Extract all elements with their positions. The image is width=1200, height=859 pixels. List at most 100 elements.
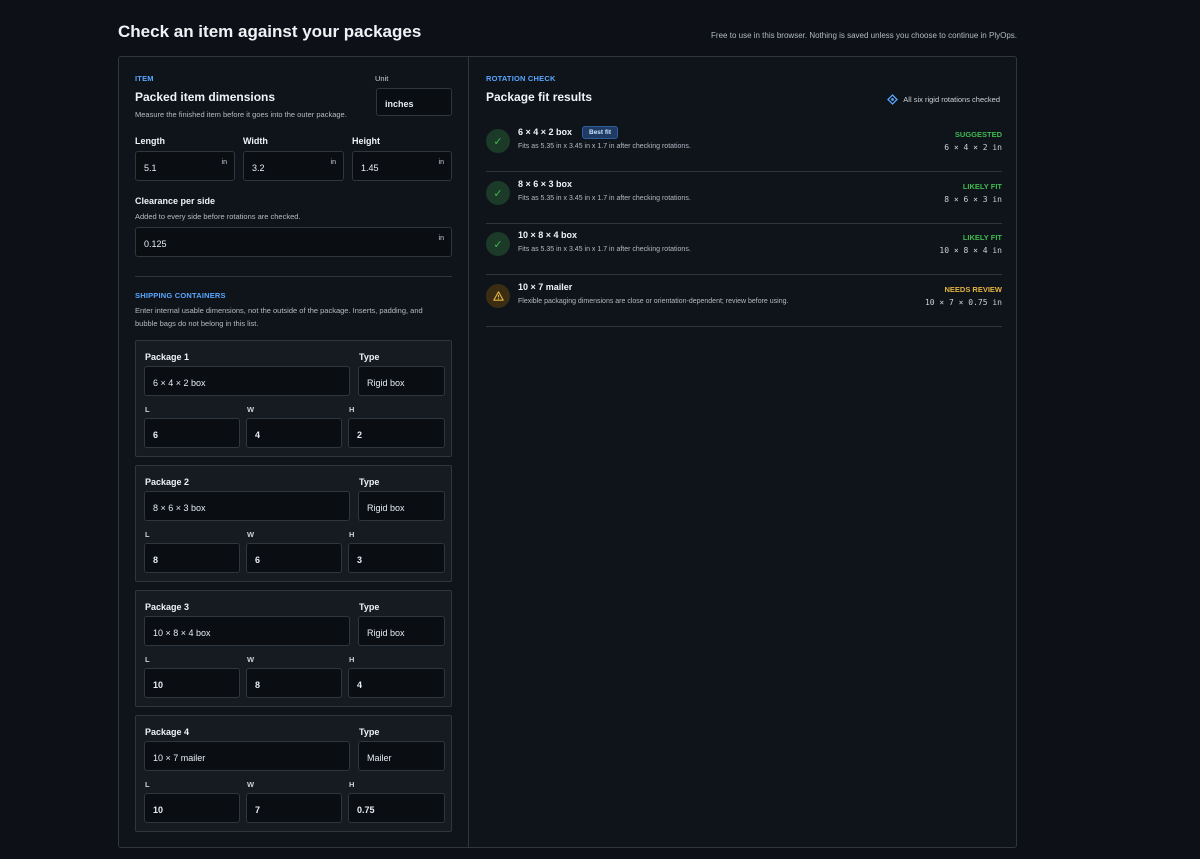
width-label: Width: [243, 136, 268, 146]
package-type-value: Mailer: [367, 753, 392, 763]
package-l-value: 10: [153, 680, 164, 690]
package-h-label: H: [349, 405, 355, 414]
package-w-label: W: [247, 655, 255, 664]
package-name-input[interactable]: 8 × 6 × 3 box: [144, 491, 350, 521]
package-h-value: 4: [357, 680, 363, 690]
page-title: Check an item against your packages: [118, 22, 422, 41]
result-name: 8 × 6 × 3 box: [518, 179, 573, 189]
clearance-label: Clearance per side: [135, 196, 216, 206]
package-l-label: L: [145, 405, 150, 414]
result-status: LIKELY FIT: [962, 233, 1002, 242]
package-h-input[interactable]: 2: [348, 418, 445, 448]
package-name-value: 10 × 7 mailer: [153, 753, 206, 763]
length-unit: in: [221, 159, 227, 166]
package-type-select[interactable]: Mailer: [358, 741, 445, 771]
clearance-input-value: 0.125: [144, 239, 167, 249]
clearance-input[interactable]: 0.125 in: [135, 227, 452, 257]
results-panel: ROTATION CHECK Package fit results All s…: [470, 57, 1016, 847]
checker-card: ITEM Packed item dimensions Measure the …: [118, 56, 1017, 848]
result-name: 6 × 4 × 2 box: [518, 127, 573, 137]
privacy-note: Free to use in this browser. Nothing is …: [711, 31, 1017, 40]
package-w-input[interactable]: 6: [246, 543, 342, 573]
result-status: NEEDS REVIEW: [944, 285, 1002, 294]
item-subtitle: Measure the finished item before it goes…: [135, 110, 347, 119]
width-unit: in: [330, 159, 336, 166]
result-name: 10 × 8 × 4 box: [518, 230, 578, 240]
package-w-input[interactable]: 8: [246, 668, 342, 698]
item-title: Packed item dimensions: [135, 90, 276, 104]
package-type-select[interactable]: Rigid box: [358, 491, 445, 521]
height-label: Height: [352, 136, 380, 146]
result-description: Fits as 5.35 in x 3.45 in x 1.7 in after…: [518, 246, 691, 253]
package-l-input[interactable]: 8: [144, 543, 240, 573]
containers-help-line1: Enter internal usable dimensions, not th…: [135, 306, 423, 315]
package-card-2: Package 2 Type 8 × 6 × 3 box Rigid box L…: [135, 465, 452, 582]
result-dimensions: 10 × 8 × 4 in: [939, 246, 1002, 255]
package-name-value: 10 × 8 × 4 box: [153, 628, 211, 638]
package-type-select[interactable]: Rigid box: [358, 616, 445, 646]
package-w-value: 7: [255, 805, 261, 815]
package-h-input[interactable]: 0.75: [348, 793, 445, 823]
results-eyebrow: ROTATION CHECK: [486, 74, 556, 83]
package-h-label: H: [349, 780, 355, 789]
height-input-value: 1.45: [361, 163, 379, 173]
package-w-label: W: [247, 530, 255, 539]
package-type-value: Rigid box: [367, 628, 405, 638]
results-title: Package fit results: [486, 90, 593, 104]
package-name-input[interactable]: 6 × 4 × 2 box: [144, 366, 350, 396]
length-input[interactable]: 5.1 in: [135, 151, 235, 181]
unit-select[interactable]: inches: [376, 88, 452, 116]
package-l-value: 6: [153, 430, 159, 440]
length-label: Length: [135, 136, 165, 146]
package-h-label: H: [349, 530, 355, 539]
result-row-4: 10 × 7 mailer Flexible packaging dimensi…: [486, 276, 1002, 327]
height-input[interactable]: 1.45 in: [352, 151, 452, 181]
result-dimensions: 6 × 4 × 2 in: [944, 143, 1002, 152]
check-circle-icon: ✓: [486, 232, 510, 256]
result-dimensions: 8 × 6 × 3 in: [944, 195, 1002, 204]
package-w-input[interactable]: 4: [246, 418, 342, 448]
package-card-4: Package 4 Type 10 × 7 mailer Mailer L W …: [135, 715, 452, 832]
package-name-value: 8 × 6 × 3 box: [153, 503, 206, 513]
length-input-value: 5.1: [144, 163, 157, 173]
package-name-input[interactable]: 10 × 8 × 4 box: [144, 616, 350, 646]
package-type-value: Rigid box: [367, 503, 405, 513]
package-type-label: Type: [359, 727, 380, 737]
package-w-input[interactable]: 7: [246, 793, 342, 823]
package-l-input[interactable]: 10: [144, 793, 240, 823]
package-h-value: 0.75: [357, 805, 375, 815]
result-description: Flexible packaging dimensions are close …: [518, 298, 789, 305]
height-unit: in: [438, 159, 444, 166]
package-l-input[interactable]: 6: [144, 418, 240, 448]
result-description: Fits as 5.35 in x 3.45 in x 1.7 in after…: [518, 143, 691, 150]
check-circle-icon: ✓: [486, 181, 510, 205]
package-w-value: 4: [255, 430, 261, 440]
unit-label: Unit: [375, 74, 389, 83]
package-label: Package 1: [145, 352, 190, 362]
containers-help-line2: bubble bags do not belong in this list.: [135, 319, 259, 328]
package-label: Package 2: [145, 477, 190, 487]
package-type-select[interactable]: Rigid box: [358, 366, 445, 396]
package-w-label: W: [247, 780, 255, 789]
containers-eyebrow: SHIPPING CONTAINERS: [135, 291, 226, 300]
result-row-3: ✓ 10 × 8 × 4 box Fits as 5.35 in x 3.45 …: [486, 224, 1002, 275]
package-l-value: 8: [153, 555, 159, 565]
package-h-label: H: [349, 655, 355, 664]
input-panel: ITEM Packed item dimensions Measure the …: [119, 57, 469, 847]
result-row-2: ✓ 8 × 6 × 3 box Fits as 5.35 in x 3.45 i…: [486, 173, 1002, 224]
package-name-input[interactable]: 10 × 7 mailer: [144, 741, 350, 771]
best-fit-badge: Best fit: [582, 126, 619, 139]
result-row-1: ✓ 6 × 4 × 2 box Best fit Fits as 5.35 in…: [486, 121, 1002, 172]
rotations-checked-note: All six rigid rotations checked: [887, 94, 1000, 105]
package-w-value: 8: [255, 680, 261, 690]
package-label: Package 3: [145, 602, 190, 612]
result-status: LIKELY FIT: [962, 182, 1002, 191]
package-h-input[interactable]: 4: [348, 668, 445, 698]
width-input[interactable]: 3.2 in: [243, 151, 344, 181]
rotations-checked-text: All six rigid rotations checked: [903, 95, 1000, 104]
clearance-unit: in: [438, 235, 444, 242]
package-l-label: L: [145, 655, 150, 664]
package-h-input[interactable]: 3: [348, 543, 445, 573]
package-l-input[interactable]: 10: [144, 668, 240, 698]
package-w-label: W: [247, 405, 255, 414]
